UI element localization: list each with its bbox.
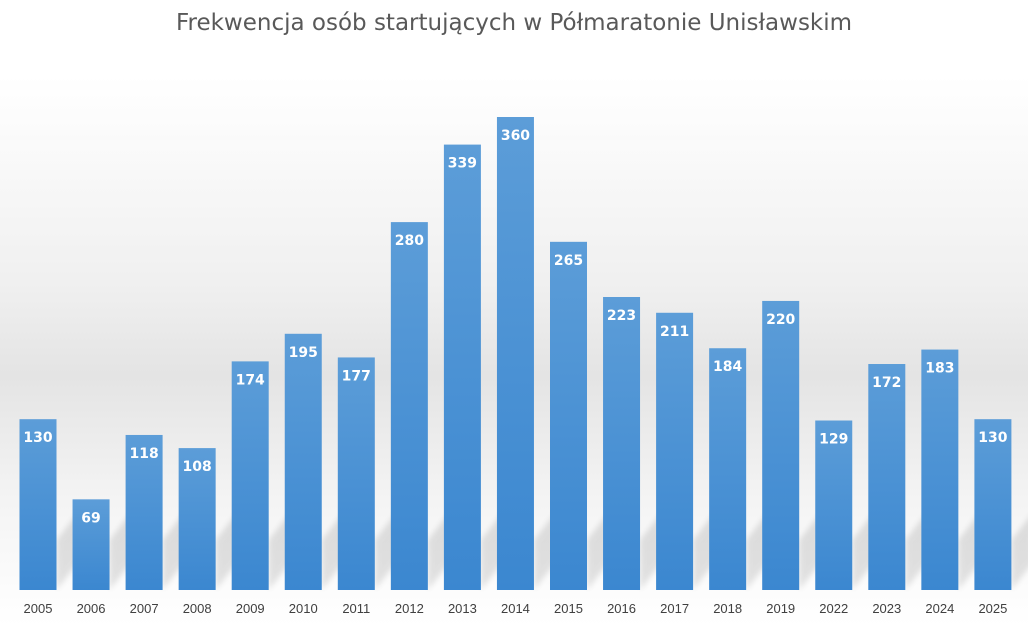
bar-2008: [178, 448, 216, 590]
tick-label-2009: 2009: [236, 601, 265, 616]
bar-2014: [496, 117, 534, 590]
tick-label-2011: 2011: [342, 601, 370, 616]
x-axis-tick-labels: 2005 2006 2007 2008 2009 2010 2011 2012 2013 2014…: [24, 601, 1008, 616]
tick-label-2024: 2024: [925, 601, 954, 616]
tick-label-2006: 2006: [77, 601, 106, 616]
tick-label-2007: 2007: [130, 601, 159, 616]
bar-2009: [231, 361, 269, 590]
data-label-2012: 280: [395, 233, 424, 249]
data-label-2023: 172: [872, 375, 901, 391]
bar-2010: [284, 333, 322, 590]
tick-label-2016: 2016: [607, 601, 636, 616]
tick-label-2008: 2008: [183, 601, 212, 616]
bar-2022: [815, 420, 853, 590]
data-label-2024: 183: [925, 361, 954, 377]
bar-2013: [443, 144, 481, 590]
data-label-2007: 118: [129, 446, 158, 462]
tick-label-2025: 2025: [978, 601, 1007, 616]
data-label-2025: 130: [978, 430, 1007, 446]
bar-2018: [709, 348, 747, 590]
data-label-2005: 130: [23, 430, 52, 446]
tick-label-2017: 2017: [660, 601, 689, 616]
data-label-2019: 220: [766, 312, 795, 328]
data-label-2015: 265: [554, 253, 583, 269]
bar-2011: [337, 357, 375, 590]
tick-label-2012: 2012: [395, 601, 424, 616]
data-labels: 130 69 118 108 174 195 177 280 339 360 265 223 211 18…: [23, 128, 1007, 526]
bar-shadow: [1011, 518, 1028, 590]
data-label-2018: 184: [713, 359, 742, 375]
tick-label-2013: 2013: [448, 601, 477, 616]
chart-title: Frekwencja osób startujących w Półmarato…: [175, 10, 853, 36]
tick-label-2005: 2005: [24, 601, 53, 616]
data-label-2022: 129: [819, 432, 848, 448]
data-label-2008: 108: [183, 459, 212, 475]
tick-label-2015: 2015: [554, 601, 583, 616]
bar-2015: [550, 241, 587, 590]
bar-2019: [762, 300, 800, 590]
bar-2007: [125, 434, 163, 590]
data-label-2009: 174: [236, 372, 265, 388]
bars: [19, 117, 1012, 591]
data-label-2014: 360: [501, 128, 530, 144]
bar-2023: [868, 364, 906, 590]
bar-2005: [19, 419, 57, 590]
tick-label-2022: 2022: [819, 601, 848, 616]
data-label-2011: 177: [342, 368, 371, 384]
tick-label-2018: 2018: [713, 601, 742, 616]
data-label-2013: 339: [448, 156, 477, 172]
data-label-2006: 69: [81, 510, 100, 526]
tick-label-2014: 2014: [501, 601, 530, 616]
tick-label-2019: 2019: [766, 601, 795, 616]
tick-label-2010: 2010: [289, 601, 318, 616]
bar-2024: [921, 349, 959, 590]
tick-label-2023: 2023: [872, 601, 901, 616]
data-label-2010: 195: [289, 345, 318, 361]
data-label-2016: 223: [607, 308, 636, 324]
bar-2012: [390, 222, 428, 591]
bar-2025: [974, 419, 1012, 590]
bar-2016: [603, 297, 641, 590]
data-label-2017: 211: [660, 324, 689, 340]
bar-2006: [72, 499, 110, 590]
bar-2017: [656, 312, 694, 590]
